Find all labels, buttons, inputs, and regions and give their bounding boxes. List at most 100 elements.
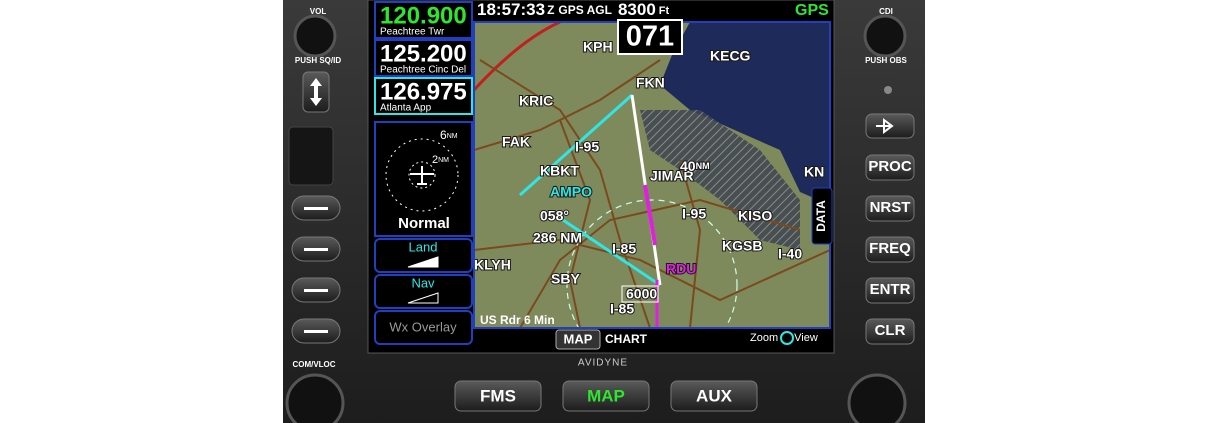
vol-knob[interactable] xyxy=(293,14,337,58)
frequency-name: Peachtree Cinc Del xyxy=(380,65,466,76)
weather-label: US Rdr 6 Min xyxy=(480,313,555,327)
map-label: I-40 xyxy=(778,246,802,262)
frequency-box[interactable] xyxy=(374,1,473,39)
distance-label: 286 NM xyxy=(533,230,582,246)
light-sensor xyxy=(884,86,892,94)
inset-ring xyxy=(385,138,459,212)
function-key-label: PROC xyxy=(868,158,912,175)
track-box xyxy=(617,19,683,55)
fms-knob[interactable] xyxy=(847,373,907,423)
knob-label: PUSH OBS xyxy=(865,56,907,65)
softkey[interactable] xyxy=(374,310,473,345)
softkey-label: Land xyxy=(409,239,438,254)
softkey-label: Nav xyxy=(411,275,435,290)
frequency-box[interactable] xyxy=(374,39,473,77)
knob-icon xyxy=(780,331,794,345)
map-label: KRIC xyxy=(519,93,553,109)
restricted-area xyxy=(640,110,800,250)
softkey-icon xyxy=(407,256,439,268)
map-label: I-95 xyxy=(682,206,706,222)
altitude-unit: Ft xyxy=(659,5,670,17)
direct-to-icon xyxy=(876,118,894,134)
function-key-label: FREQ xyxy=(869,240,911,257)
map-label: KISO xyxy=(738,208,772,224)
softkey[interactable] xyxy=(374,238,473,273)
ring-unit: NM xyxy=(438,157,449,164)
page-key-label: AUX xyxy=(696,386,733,405)
altitude-box xyxy=(621,285,659,303)
map-label: KBKT xyxy=(540,163,579,179)
tab-label: MAP xyxy=(564,331,593,346)
map-label: FAK xyxy=(502,134,530,150)
zoom-left: Zoom xyxy=(750,332,778,344)
data-tab[interactable] xyxy=(811,187,833,245)
destination-label: RDU xyxy=(666,261,696,277)
route-leg xyxy=(519,93,633,197)
track: 071 xyxy=(626,21,674,53)
ownship xyxy=(410,166,434,185)
waypoint-label: AMPO xyxy=(550,184,592,200)
page-key-label: MAP xyxy=(587,386,625,405)
knob-label: PUSH SQ/ID xyxy=(295,56,341,65)
function-key[interactable] xyxy=(865,236,915,263)
altitude-label: 6000 xyxy=(626,286,657,302)
map-label: I-95 xyxy=(575,139,599,155)
tab-active[interactable] xyxy=(555,329,601,350)
function-key[interactable] xyxy=(865,318,915,345)
softkey-label: Wx Overlay xyxy=(389,319,457,334)
map-label: KECG xyxy=(710,48,751,64)
status-bar: 18:57:33 Z GPS AGL 8300 Ft xyxy=(477,0,670,19)
cdi-knob[interactable] xyxy=(863,14,907,58)
frequency-box[interactable] xyxy=(374,77,473,115)
altitude: 8300 xyxy=(618,0,656,19)
map-label: KPH xyxy=(583,39,613,55)
function-key[interactable] xyxy=(865,154,915,181)
softkey[interactable] xyxy=(374,274,473,309)
inset-ring-label: 6NM xyxy=(440,128,458,142)
map-label: SBY xyxy=(551,271,580,287)
time-zone: Z xyxy=(547,3,554,17)
page-key[interactable] xyxy=(562,380,650,412)
agl-label: GPS AGL xyxy=(558,3,612,17)
knob-label: VOL xyxy=(310,7,327,16)
ring-value: 2 xyxy=(432,154,438,166)
map-label: KN xyxy=(804,164,824,180)
inset-map xyxy=(374,121,473,237)
knob-label: CDI xyxy=(879,7,893,16)
moving-map: KPH KECG FKN KRIC FAK I-95 KBKT JIMAR AM… xyxy=(474,22,830,328)
brand: AVIDYNE xyxy=(578,358,628,369)
bearing-label: 058° xyxy=(540,208,569,224)
frequency-name: Atlanta App xyxy=(380,103,432,114)
roads xyxy=(474,59,830,328)
airspace-boundary xyxy=(474,22,561,92)
frequency: 120.900 xyxy=(380,2,467,29)
zoom-hint: Zoom View xyxy=(750,332,818,344)
map-label: I-85 xyxy=(612,241,636,257)
map-label: KGSB xyxy=(722,238,762,254)
tab-label[interactable]: CHART xyxy=(605,332,648,346)
map-label: KLYH xyxy=(474,257,511,273)
inset-ring-label: 2NM xyxy=(432,154,449,166)
page-key[interactable] xyxy=(670,380,758,412)
range-ring xyxy=(566,199,738,328)
range-value: 40 xyxy=(680,158,696,174)
frequency: 125.200 xyxy=(380,40,467,67)
function-key[interactable] xyxy=(865,195,915,222)
data-tab-label: DATA xyxy=(814,200,828,232)
zoom-right: View xyxy=(794,332,818,344)
water xyxy=(660,22,830,205)
function-key-label: ENTR xyxy=(870,281,911,298)
left-keys xyxy=(291,195,341,344)
function-key[interactable] xyxy=(865,277,915,304)
page-key[interactable] xyxy=(454,380,542,412)
range-ring-label: 40NM xyxy=(680,158,710,174)
ring-value: 6 xyxy=(440,128,447,142)
inset-ring xyxy=(408,161,436,189)
com-knob[interactable] xyxy=(285,373,345,423)
map-label: I-85 xyxy=(610,301,634,317)
page-key-label: FMS xyxy=(480,386,516,405)
function-key-label: NRST xyxy=(870,199,911,216)
softkey-icon xyxy=(407,292,439,304)
range-unit: NM xyxy=(696,161,710,171)
